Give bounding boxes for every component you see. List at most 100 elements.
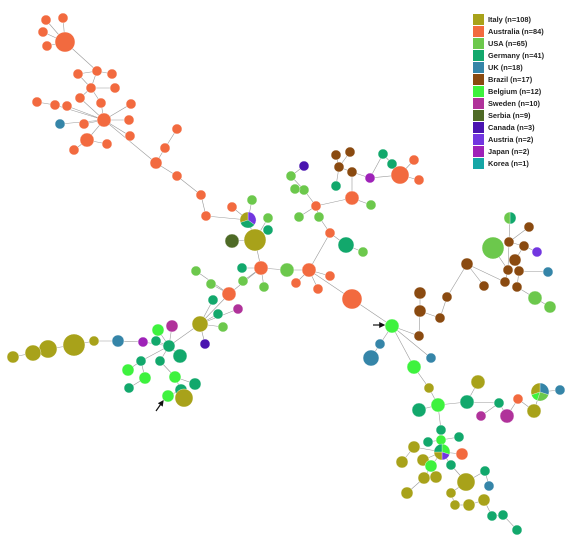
node-circle <box>289 183 301 195</box>
node-circle <box>236 262 248 274</box>
node-circle <box>101 138 113 150</box>
tree-node <box>150 335 162 347</box>
tree-node <box>38 339 58 359</box>
node-circle <box>191 315 209 333</box>
node-circle <box>390 165 410 185</box>
node-circle <box>413 174 425 186</box>
legend-label: Serbia (n=9) <box>488 111 531 121</box>
node-circle <box>435 434 447 446</box>
tree-node <box>408 154 420 166</box>
node-circle <box>298 160 310 172</box>
node-circle <box>502 264 514 276</box>
node-circle <box>543 300 557 314</box>
tree-node <box>190 265 202 277</box>
legend-swatch <box>473 86 484 98</box>
tree-node <box>253 260 269 276</box>
legend-label: Canada (n=3) <box>488 123 535 133</box>
node-circle <box>31 96 43 108</box>
node-circle <box>455 447 469 461</box>
node-circle <box>111 334 125 348</box>
tree-node <box>61 100 73 112</box>
node-circle <box>486 510 498 522</box>
tree-node <box>434 312 446 324</box>
legend-item-australia: Australia (n=84) <box>473 26 573 38</box>
tree-node <box>425 352 437 364</box>
legend-label: Belgium (n=12) <box>488 87 542 97</box>
legend-item-italy: Italy (n=108) <box>473 14 573 26</box>
tree-node <box>168 370 182 384</box>
node-circle <box>49 99 61 111</box>
node-circle <box>346 166 358 178</box>
node-circle <box>123 114 135 126</box>
node-circle <box>37 26 49 38</box>
tree-node <box>212 308 224 320</box>
node-circle <box>337 236 355 254</box>
tree-edge <box>446 263 468 298</box>
node-circle <box>54 31 76 53</box>
tree-node <box>31 96 43 108</box>
tree-node <box>333 161 345 173</box>
legend-swatch <box>473 98 484 110</box>
node-circle <box>6 350 20 364</box>
node-circle <box>470 374 486 390</box>
tree-node <box>430 397 446 413</box>
tree-node <box>125 98 137 110</box>
legend-label: Italy (n=108) <box>488 15 531 25</box>
tree-node <box>445 459 457 471</box>
node-circle <box>377 148 389 160</box>
node-circle <box>511 281 523 293</box>
tree-node <box>478 280 490 292</box>
node-circle <box>503 236 515 248</box>
tree-node <box>324 227 336 239</box>
tree-node <box>330 149 342 161</box>
node-circle <box>459 394 475 410</box>
node-circle <box>221 286 237 302</box>
tree-node <box>279 262 295 278</box>
node-circle <box>199 338 211 350</box>
node-circle <box>91 65 103 77</box>
tree-node <box>513 265 525 277</box>
tree-node <box>526 403 542 419</box>
node-circle <box>57 12 69 24</box>
legend-label: UK (n=18) <box>488 63 523 73</box>
tree-node <box>54 118 66 130</box>
legend-item-korea: Korea (n=1) <box>473 158 573 169</box>
legend-swatch <box>473 110 484 122</box>
tree-node <box>390 165 410 185</box>
tree-node <box>161 389 175 403</box>
tree-node <box>237 275 249 287</box>
tree-node <box>486 510 498 522</box>
tree-node <box>290 277 302 289</box>
node-circle <box>481 236 505 260</box>
tree-node <box>406 359 422 375</box>
node-circle <box>462 498 476 512</box>
node-circle <box>138 371 152 385</box>
legend-item-belgium: Belgium (n=12) <box>473 86 573 98</box>
tree-node <box>341 288 363 310</box>
tree-node <box>54 31 76 53</box>
tree-node <box>188 377 202 391</box>
node-circle <box>422 436 434 448</box>
tree-node <box>365 199 377 211</box>
tree-node <box>135 355 147 367</box>
node-circle <box>483 480 495 492</box>
tree-edge <box>391 325 432 359</box>
legend-swatch <box>473 74 484 86</box>
tree-node <box>413 286 427 300</box>
node-circle <box>527 290 543 306</box>
node-circle <box>344 190 360 206</box>
tree-node <box>171 170 183 182</box>
node-circle <box>135 355 147 367</box>
tree-node <box>346 166 358 178</box>
node-circle <box>417 471 431 485</box>
tree-node <box>499 408 515 424</box>
node-circle <box>475 410 487 422</box>
legend-item-germany: Germany (n=41) <box>473 50 573 62</box>
node-circle <box>445 459 457 471</box>
node-circle <box>453 431 465 443</box>
node-circle <box>195 189 207 201</box>
node-circle <box>68 144 80 156</box>
tree-node <box>239 211 257 229</box>
node-circle <box>207 294 219 306</box>
tree-node <box>207 294 219 306</box>
